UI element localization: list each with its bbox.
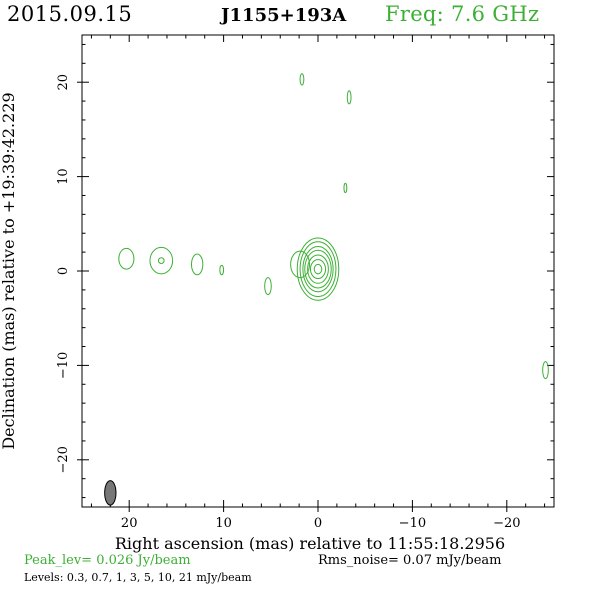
beam-ellipse <box>104 480 117 506</box>
contour-blob-e-level-1 <box>264 277 272 296</box>
contour-core-level-4 <box>304 249 332 289</box>
peak-level: Peak_lev= 0.026 Jy/beam <box>24 553 191 568</box>
contour-layer <box>118 73 549 380</box>
contour-core-level-2 <box>299 241 337 297</box>
x-tick-label: −10 <box>399 516 426 531</box>
contour-blob-b-level-2 <box>157 257 165 264</box>
contour-blob-a-level-1 <box>118 247 135 270</box>
frequency-label: Freq: 7.6 GHz <box>385 2 540 26</box>
contour-core-level-1 <box>296 237 340 301</box>
contour-blob-d-level-1 <box>219 264 225 276</box>
contour-blob-h-level-1 <box>343 182 348 194</box>
contour-core-level-3 <box>302 245 334 293</box>
contour-blob-g-level-1 <box>346 90 352 105</box>
rms-noise: Rms_noise= 0.07 mJy/beam <box>318 553 502 568</box>
axis-ticks <box>77 35 554 512</box>
contour-core-extension-level-1 <box>290 250 311 279</box>
y-tick-label: −10 <box>56 352 71 379</box>
x-tick-label: −20 <box>493 516 520 531</box>
observation-date: 2015.09.15 <box>7 2 133 26</box>
source-name: J1155+193A <box>221 5 347 26</box>
y-axis-label: Declination (mas) relative to +19:39:42.… <box>0 92 18 449</box>
axis-tick-labels: 20 10 0 −10 −20 20 10 0 −10 −20 <box>56 74 521 531</box>
plot-frame <box>81 34 555 508</box>
x-tick-label: 10 <box>215 516 232 531</box>
x-tick-label: 0 <box>314 516 322 531</box>
x-tick-label: 20 <box>121 516 138 531</box>
x-axis-label: Right ascension (mas) relative to 11:55:… <box>115 534 505 553</box>
contour-blob-c-level-1 <box>191 253 204 276</box>
contour-blob-f-level-1 <box>299 73 305 86</box>
beam-layer <box>104 480 117 506</box>
contour-core-level-7 <box>313 263 323 275</box>
contour-blob-b-level-1 <box>149 246 174 275</box>
y-tick-label: 10 <box>56 168 71 185</box>
y-tick-label: −20 <box>56 446 71 473</box>
contour-core-level-6 <box>309 259 327 280</box>
y-tick-label: 0 <box>56 267 71 275</box>
contour-core-level-5 <box>307 254 329 284</box>
y-tick-label: 20 <box>56 74 71 91</box>
contour-levels: Levels: 0.3, 0.7, 1, 3, 5, 10, 21 mJy/be… <box>24 571 252 584</box>
contour-blob-i-level-1 <box>542 361 549 380</box>
